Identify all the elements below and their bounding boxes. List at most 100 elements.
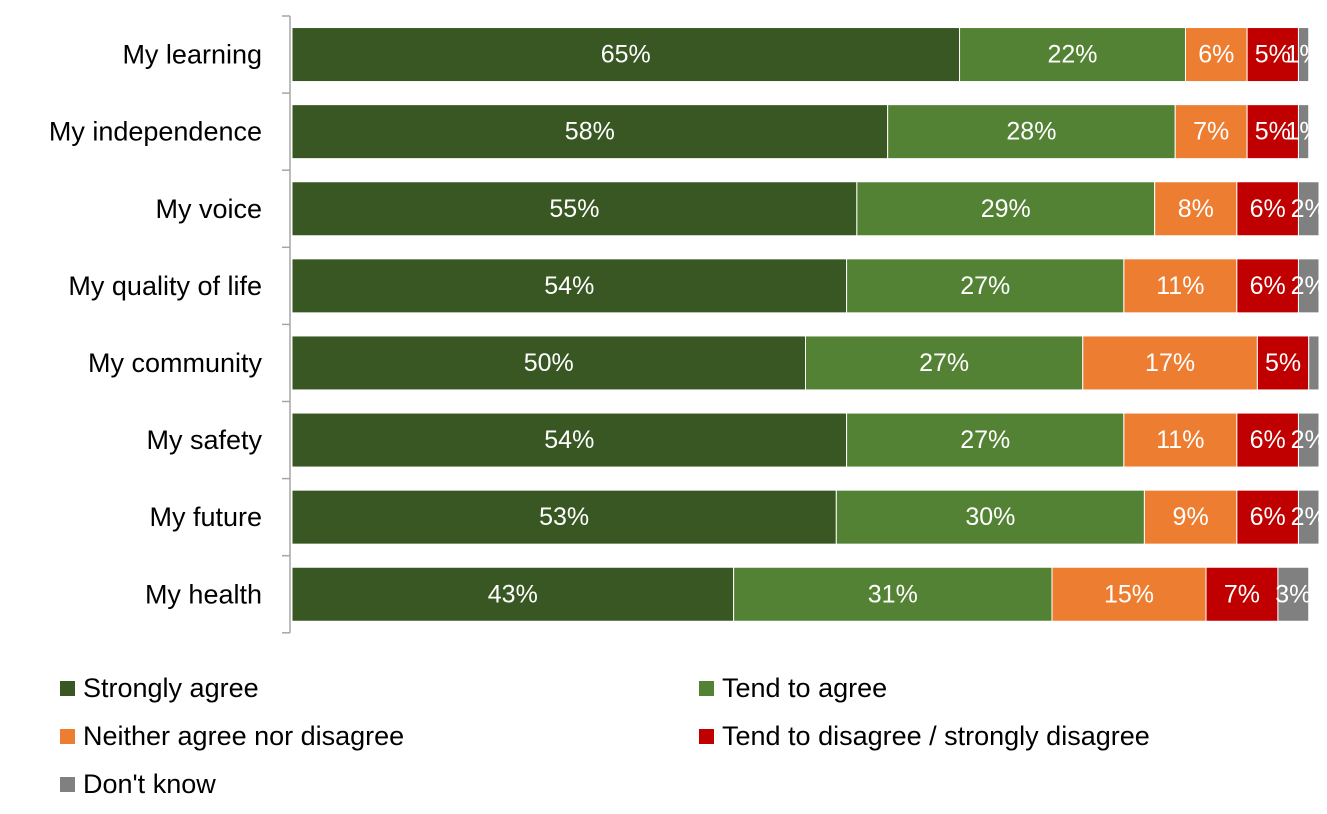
bar-segment (1297, 104, 1310, 160)
bar-segment (1297, 27, 1310, 83)
legend-swatch (60, 729, 75, 744)
y-axis (282, 15, 291, 634)
bar-segment (846, 412, 1125, 468)
bar-segment (1154, 181, 1238, 237)
legend-item: Tend to agree (699, 673, 887, 704)
data-label: 6% (1250, 195, 1286, 223)
data-label: 29% (981, 195, 1031, 223)
data-label: 11% (1156, 426, 1204, 454)
data-label: 22% (1047, 41, 1097, 69)
bar-segment (291, 104, 889, 160)
category-label: My future (149, 502, 262, 532)
data-label: 17% (1145, 349, 1195, 377)
bar-segment (1297, 412, 1320, 468)
bar-segment (1184, 27, 1248, 83)
bar-segment (1236, 412, 1299, 468)
data-label: 43% (488, 580, 538, 608)
category-label: My safety (146, 425, 262, 455)
bar-segment (1277, 566, 1310, 622)
data-label: 1% (1286, 41, 1322, 69)
data-label: 2% (1291, 195, 1327, 223)
bar-segment (846, 258, 1125, 314)
data-label: 6% (1250, 426, 1286, 454)
legend-label: Strongly agree (83, 673, 259, 703)
data-label: 31% (868, 580, 918, 608)
legend-label: Don't know (83, 769, 216, 799)
legend-swatch (699, 681, 714, 696)
data-label: 5% (1255, 41, 1291, 69)
data-label: 2% (1291, 272, 1327, 300)
legend-swatch (60, 681, 75, 696)
bar-segment (959, 27, 1186, 83)
data-label: 9% (1173, 503, 1209, 531)
bar-segment (291, 258, 848, 314)
bar-segment (291, 181, 858, 237)
bar-segment (1123, 412, 1238, 468)
legend-item: Neither agree nor disagree (60, 721, 404, 752)
bar-segment (1246, 104, 1299, 160)
bar-segment (805, 335, 1084, 391)
bar-segment (291, 489, 837, 545)
category-label: My quality of life (68, 271, 262, 301)
bar-segment (1174, 104, 1248, 160)
legend-item: Strongly agree (60, 673, 259, 704)
data-label: 2% (1291, 426, 1327, 454)
data-label: 27% (960, 426, 1010, 454)
data-label: 6% (1198, 41, 1234, 69)
bar-segment (887, 104, 1176, 160)
legend-label: Tend to disagree / strongly disagree (722, 721, 1150, 751)
data-label: 53% (539, 503, 589, 531)
legend-label: Tend to agree (722, 673, 888, 703)
bar-segment (1123, 258, 1238, 314)
data-label: 30% (965, 503, 1015, 531)
bar-segment (291, 412, 848, 468)
data-label: 11% (1156, 272, 1204, 300)
data-label: 54% (544, 426, 594, 454)
bar-segment (1082, 335, 1258, 391)
bar-segment (1297, 258, 1320, 314)
bar-segment (1236, 181, 1299, 237)
category-label: My community (88, 348, 263, 378)
data-label: 7% (1193, 118, 1229, 146)
data-label: 5% (1265, 349, 1301, 377)
bar-segment (835, 489, 1145, 545)
data-label: 27% (919, 349, 969, 377)
data-label: 58% (565, 118, 615, 146)
bar-segment (856, 181, 1156, 237)
data-label: 1% (1286, 118, 1322, 146)
data-label: 6% (1250, 272, 1286, 300)
data-label: 8% (1178, 195, 1214, 223)
legend-item: Tend to disagree / strongly disagree (699, 721, 1150, 752)
bar-segment (1143, 489, 1238, 545)
bar-segment (291, 566, 735, 622)
bar-segment (1051, 566, 1207, 622)
data-label: 28% (1006, 118, 1056, 146)
category-label: My health (145, 579, 262, 609)
bar-segment (1308, 335, 1320, 391)
data-label: 50% (524, 349, 574, 377)
data-label: 55% (549, 195, 599, 223)
chart-plot: My learning 65% 22% 6% 5%1%My independence 58… (48, 15, 1327, 634)
bar-segment (1236, 258, 1299, 314)
legend-label: Neither agree nor disagree (83, 721, 405, 751)
data-label: 7% (1224, 580, 1260, 608)
bar-segment (1297, 489, 1320, 545)
data-label: 65% (601, 41, 651, 69)
bar-segment (291, 335, 806, 391)
bar-segment (1246, 27, 1299, 83)
data-label: 54% (544, 272, 594, 300)
data-label: 3% (1275, 580, 1311, 608)
data-label: 15% (1104, 580, 1154, 608)
category-label: My learning (122, 40, 262, 70)
legend-item: Don't know (60, 769, 216, 800)
data-label: 5% (1255, 118, 1291, 146)
bar-segment (733, 566, 1053, 622)
bar-segment (1236, 489, 1299, 545)
category-label: My voice (155, 194, 262, 224)
bar-segment (1297, 181, 1320, 237)
bar-segment (1256, 335, 1310, 391)
data-label: 27% (960, 272, 1010, 300)
data-label: 2% (1291, 503, 1327, 531)
legend-swatch (699, 729, 714, 744)
